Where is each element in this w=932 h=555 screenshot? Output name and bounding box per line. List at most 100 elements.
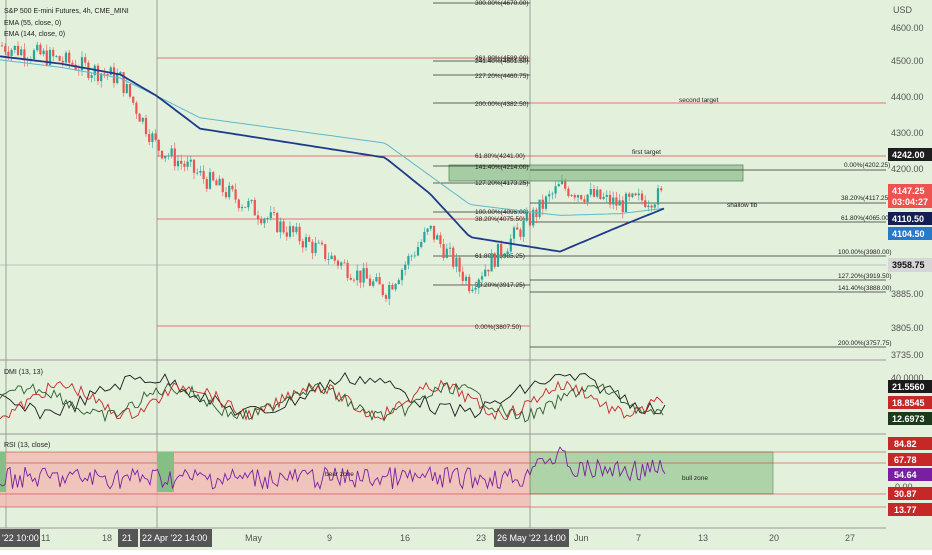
candle-body — [500, 243, 503, 256]
candle-body — [253, 199, 256, 216]
time-label: 27 — [845, 533, 855, 543]
symbol-title[interactable]: S&P 500 E-mini Futures, 4h, CME_MINI — [4, 8, 129, 15]
candle-body — [186, 161, 189, 167]
candle-body — [20, 49, 23, 56]
candle-body — [90, 75, 93, 78]
candle-body — [541, 199, 544, 209]
candle-body — [493, 253, 496, 267]
candle-body — [356, 270, 359, 281]
candle-body — [87, 62, 90, 78]
candle-body — [244, 206, 247, 208]
candle-body — [279, 221, 282, 233]
candle-body — [80, 57, 84, 71]
candle-body — [624, 193, 628, 212]
dmi-adx-line — [0, 372, 666, 420]
candle-body — [320, 242, 324, 245]
candle-body — [263, 219, 266, 224]
candle-body — [400, 269, 404, 281]
candle-body — [298, 226, 301, 242]
badge-bg — [888, 487, 932, 500]
candle-body — [544, 196, 548, 209]
candle-body — [247, 201, 250, 208]
time-label: 18 — [102, 533, 112, 543]
candle-body — [496, 243, 500, 267]
candle-body — [503, 254, 506, 256]
dmi-plus-line — [0, 379, 664, 421]
time-badge-bg — [0, 529, 40, 547]
candle-body — [567, 188, 570, 197]
candle-body — [48, 49, 52, 66]
candle-body — [477, 279, 480, 288]
candle-body — [7, 51, 10, 56]
fib-label: 0.00%(3807.50) — [475, 324, 521, 331]
candle-body — [256, 215, 260, 220]
candle-body — [487, 269, 490, 272]
fib-label: 100.00%(4095.00) — [475, 209, 529, 216]
candle-body — [471, 289, 474, 292]
candle-body — [23, 49, 26, 61]
candle-body — [602, 196, 605, 200]
time-badge-bg — [140, 529, 212, 547]
candle-body — [413, 255, 416, 257]
candle-body — [45, 50, 48, 66]
time-label: Jun — [574, 533, 589, 543]
candle-body — [288, 226, 292, 237]
dmi-minus-line — [0, 382, 664, 423]
candle-body — [304, 237, 308, 248]
ema55-legend[interactable]: EMA (55, close, 0) — [4, 20, 61, 27]
shallow-fib-label: shallow fib — [727, 202, 758, 209]
candle-body — [103, 73, 106, 75]
time-label: 9 — [327, 533, 332, 543]
time-badge-bg — [118, 529, 138, 547]
badge-bg — [888, 227, 932, 240]
candle-body — [628, 193, 631, 197]
first-target-label: first target — [632, 149, 661, 156]
candle-body — [4, 46, 7, 52]
candle-body — [327, 258, 330, 260]
candle-body — [480, 276, 484, 280]
rsi-badge: 67.78 — [894, 455, 917, 465]
candle-body — [292, 226, 295, 233]
fib-label: 0.00%(4202.25) — [844, 162, 890, 169]
candle-body — [538, 199, 541, 218]
candle-body — [122, 72, 125, 94]
price-badges: 4242.00 4147.25 03:04:27 4110.50 4104.50… — [888, 148, 932, 516]
candle-body — [119, 72, 122, 74]
fib-label: 61.80%(4065.00) — [841, 215, 891, 222]
candle-body — [141, 117, 144, 122]
ema144-legend[interactable]: EMA (144, close, 0) — [4, 31, 65, 38]
candle-body — [148, 134, 151, 143]
candle-body — [653, 204, 656, 208]
candle-body — [519, 229, 522, 237]
badge-bg — [888, 453, 932, 466]
rsi-legend[interactable]: RSI (13, close) — [4, 442, 50, 449]
price-tick: 3885.00 — [891, 289, 924, 299]
rsi-badge: 13.77 — [894, 505, 917, 515]
candle-body — [13, 45, 16, 51]
fib-label: 38.20%(4075.50) — [475, 216, 525, 223]
candle-body — [372, 281, 375, 286]
candle-body — [167, 155, 170, 157]
dmi-badge: 21.5560 — [892, 382, 925, 392]
candle-body — [576, 195, 580, 198]
candle-body — [532, 209, 535, 226]
price-tick: 4400.00 — [891, 92, 924, 102]
candle-body — [439, 235, 442, 245]
candle-body — [109, 67, 112, 75]
candle-body — [170, 148, 173, 156]
candle-body — [640, 193, 644, 201]
candle-body — [276, 213, 279, 233]
candle-body — [429, 225, 432, 229]
candle-body — [285, 232, 288, 237]
dmi-legend[interactable]: DMI (13, 13) — [4, 369, 43, 376]
candle-body — [362, 268, 365, 283]
candle-body — [525, 213, 528, 221]
candle-body — [324, 244, 327, 260]
candle-body — [52, 49, 55, 57]
fib-label: 227.20%(4460.75) — [475, 73, 529, 80]
rsi-badge: 54.64 — [894, 470, 917, 480]
price-badge: 4242.00 — [892, 150, 925, 160]
candle-body — [151, 133, 154, 143]
candle-body — [455, 257, 458, 267]
